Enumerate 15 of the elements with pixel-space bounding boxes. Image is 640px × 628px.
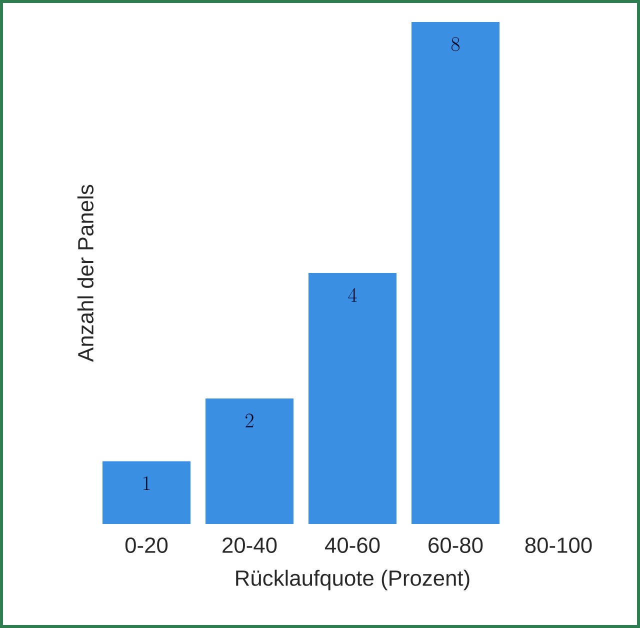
- bar: [308, 272, 397, 524]
- data-label: 1: [144, 476, 150, 490]
- x-tick-label: 80-100: [525, 537, 592, 554]
- x-axis-title: Rücklaufquote (Prozent): [236, 570, 470, 590]
- x-tick-label: 0-20: [125, 537, 168, 554]
- data-label: 4: [348, 288, 357, 302]
- bar: [206, 398, 294, 524]
- data-label: 8: [451, 37, 460, 52]
- bar: [102, 461, 191, 524]
- y-axis-title: Anzahl der Panels: [77, 184, 94, 362]
- data-label: 2: [246, 414, 254, 428]
- x-tick-label: 20-40: [222, 537, 277, 554]
- x-tick-label: 60-80: [428, 537, 483, 554]
- bar: [412, 22, 500, 524]
- x-tick-label: 40-60: [324, 537, 380, 554]
